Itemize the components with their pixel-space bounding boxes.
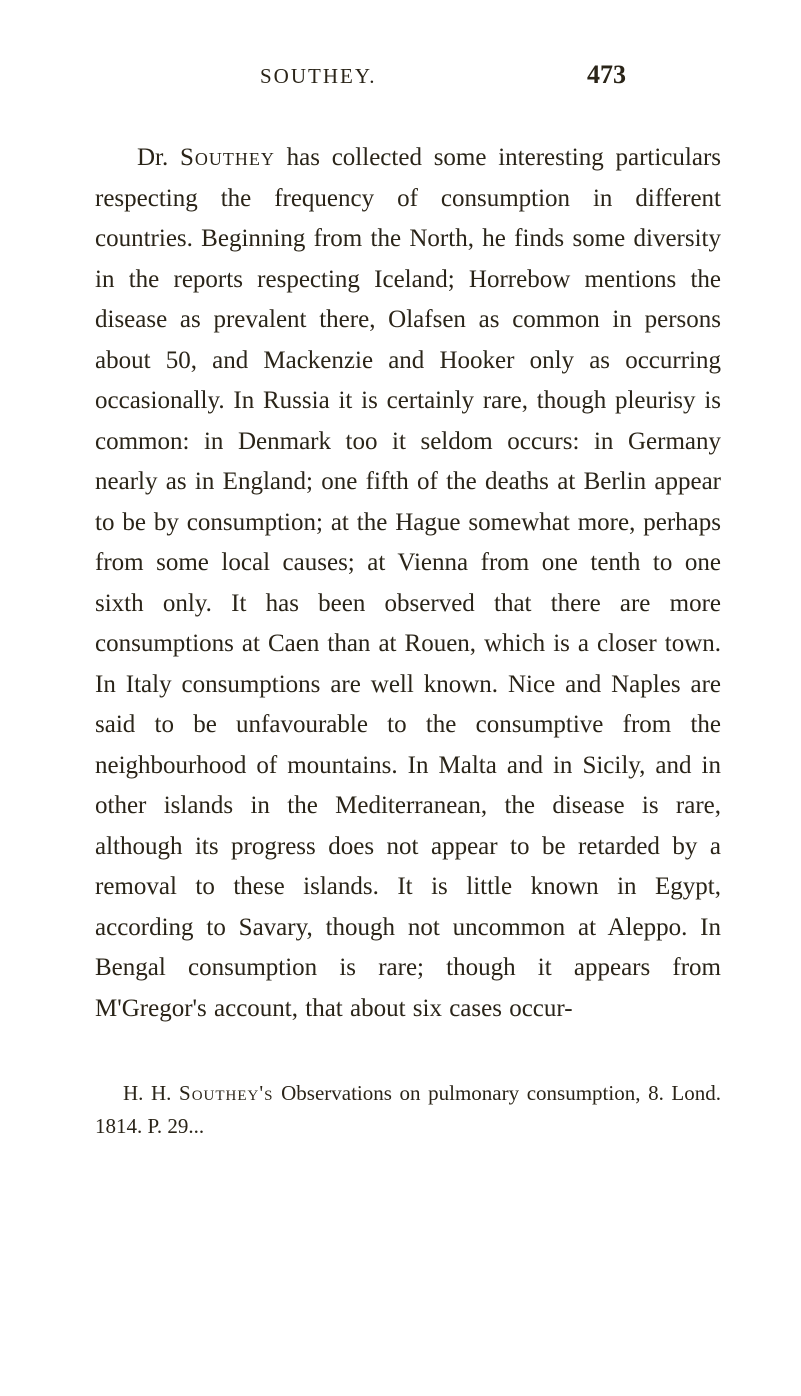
- running-head: SOUTHEY.: [260, 64, 377, 89]
- author-name-smallcaps: Southey: [180, 144, 275, 171]
- page-header: SOUTHEY. 473: [95, 60, 721, 90]
- page-number: 473: [587, 60, 626, 90]
- lead-text: Dr.: [137, 144, 180, 171]
- body-rest: has collected some interesting particula…: [95, 144, 721, 1022]
- footnote: H. H. Southey's Observations on pulmonar…: [95, 1077, 721, 1142]
- body-paragraph: Dr. Southey has collected some interesti…: [95, 138, 721, 1029]
- footnote-author-smallcaps: Southey's: [179, 1081, 273, 1105]
- footnote-marker: H. H.: [123, 1081, 179, 1105]
- page-container: SOUTHEY. 473 Dr. Southey has collected s…: [0, 0, 801, 1202]
